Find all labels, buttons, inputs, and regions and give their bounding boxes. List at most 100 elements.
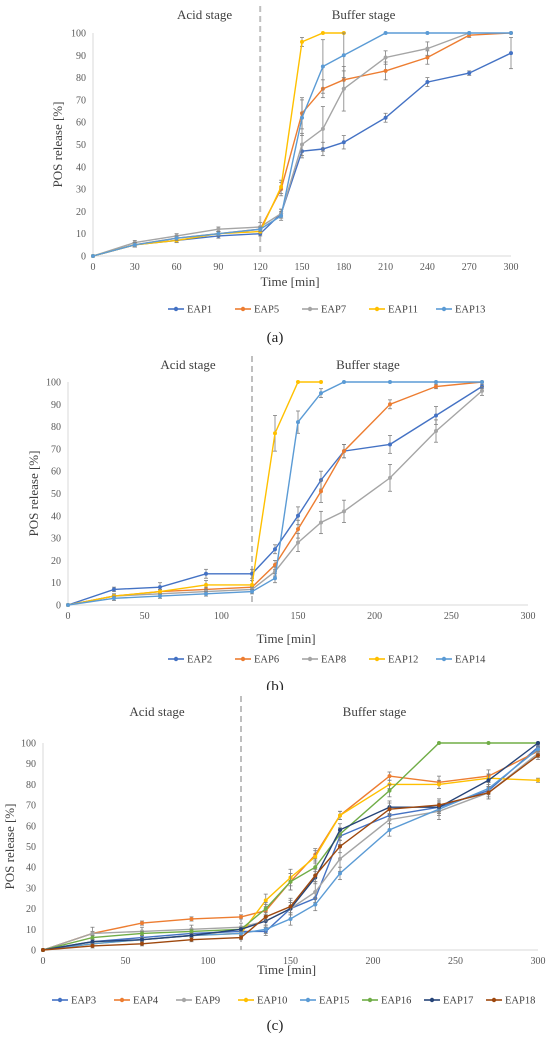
chart-b-x-tick-label: 50: [140, 611, 150, 622]
data-point: [486, 778, 491, 783]
data-point: [189, 937, 194, 942]
chart-a-series-eap11: [91, 31, 346, 258]
chart-b-legend-label: EAP6: [254, 655, 279, 666]
chart-c-y-tick-label: 60: [26, 821, 36, 832]
data-point: [437, 803, 441, 808]
chart-b-buffer-stage-label: Buffer stage: [336, 357, 400, 372]
chart-a-series-eap13: [91, 31, 513, 258]
chart-c-legend-label: EAP4: [133, 996, 159, 1007]
chart-b-legend-marker: [307, 656, 313, 662]
data-point: [112, 587, 116, 592]
chart-a-x-tick-label: 150: [295, 262, 310, 273]
data-point: [313, 873, 318, 878]
chart-a-y-tick-label: 90: [76, 51, 86, 62]
data-point: [41, 948, 45, 952]
data-point: [279, 213, 284, 218]
data-point: [140, 941, 144, 946]
chart-a-panel-label: (a): [267, 330, 284, 346]
chart-c-y-tick-label: 30: [26, 883, 36, 894]
data-point: [425, 31, 430, 35]
chart-a-legend-label: EAP5: [254, 305, 279, 316]
data-point: [486, 790, 491, 795]
data-point: [338, 856, 342, 861]
data-point: [319, 391, 323, 396]
chart-c-x-tick-label: 100: [201, 956, 216, 967]
chart-c-x-tick-label: 300: [531, 956, 546, 967]
data-point: [263, 914, 268, 919]
data-point: [320, 31, 325, 35]
chart-c-y-tick-label: 50: [26, 842, 36, 853]
chart-b-y-tick-label: 0: [56, 601, 61, 612]
data-point: [387, 827, 392, 832]
chart-a-y-tick-label: 50: [76, 140, 86, 151]
data-point: [509, 31, 513, 35]
chart-c-legend-label: EAP3: [71, 996, 96, 1007]
chart-c-y-tick-label: 80: [26, 780, 36, 791]
chart-c-legend-marker: [429, 997, 435, 1003]
data-point: [434, 380, 438, 384]
data-point: [536, 753, 540, 758]
chart-b-legend-label: EAP8: [321, 655, 346, 666]
data-point: [140, 921, 144, 926]
data-point: [296, 420, 300, 425]
chart-a-y-tick-label: 30: [76, 185, 86, 196]
chart-c-y-tick-label: 10: [26, 925, 36, 936]
data-point: [434, 429, 438, 434]
chart-c-y-tick-label: 40: [26, 863, 36, 874]
chart-c-svg: 0 10 20 30 40 50 60 70 80 90 100 0 50 100 150 200 250 300…: [2, 696, 546, 1034]
data-point: [341, 53, 346, 58]
chart-a-series-eap7: [91, 31, 472, 258]
chart-b-x-tick-label: 200: [367, 611, 382, 622]
chart-a-x-tick-label: 90: [213, 262, 223, 273]
chart-c-y-tick-label: 100: [21, 739, 36, 750]
chart-c-legend-label: EAP18: [505, 996, 535, 1007]
chart-panel-a: 0 10 20 30 40 50 60 70 80 90 100 0 30 60 90 120 150 180 21…: [0, 0, 550, 350]
chart-b-panel-label: (b): [266, 679, 284, 690]
data-point: [480, 388, 484, 393]
data-point: [319, 380, 323, 384]
chart-a-y-tick-label: 70: [76, 95, 86, 106]
series-line: [92, 32, 470, 257]
data-point: [258, 227, 263, 232]
data-point: [342, 380, 346, 384]
data-point: [140, 931, 144, 936]
chart-c-legend-marker: [491, 997, 497, 1003]
chart-b-x-tick-label: 250: [444, 611, 459, 622]
data-point: [300, 142, 304, 147]
data-point: [313, 890, 318, 895]
data-point: [91, 254, 95, 258]
series-line: [67, 385, 483, 606]
chart-c-x-tick-label: 150: [283, 956, 298, 967]
data-point: [204, 582, 208, 587]
chart-b-x-tick-label: 150: [291, 611, 306, 622]
data-point: [288, 916, 293, 921]
data-point: [509, 51, 513, 56]
chart-a-y-axis-title: POS release [%]: [50, 102, 65, 188]
data-point: [388, 380, 392, 384]
data-point: [383, 115, 388, 120]
chart-panel-b: 0 10 20 30 40 50 60 70 80 90 100 0 50 100 150 200 250 300…: [0, 350, 550, 690]
data-point: [338, 813, 342, 818]
data-point: [296, 380, 300, 384]
chart-c-x-tick-label: 0: [41, 956, 46, 967]
data-point: [319, 489, 323, 494]
chart-a-x-tick-label: 240: [420, 262, 435, 273]
chart-b-y-axis-title: POS release [%]: [26, 451, 41, 537]
data-point: [383, 68, 388, 73]
data-point: [338, 844, 342, 849]
series-line: [67, 381, 321, 606]
chart-a-y-tick-label: 60: [76, 118, 86, 129]
data-point: [132, 242, 137, 247]
chart-a-legend-label: EAP1: [187, 305, 212, 316]
data-point: [140, 937, 144, 942]
chart-a-legend-marker: [374, 306, 380, 312]
data-point: [437, 741, 441, 745]
data-point: [434, 384, 438, 389]
chart-c-y-axis-title: POS release [%]: [2, 804, 17, 890]
data-point: [319, 520, 323, 525]
data-point: [296, 527, 300, 532]
chart-c-legend-marker: [367, 997, 373, 1003]
chart-a-x-tick-label: 120: [253, 262, 268, 273]
data-point: [189, 929, 194, 934]
chart-c-y-tick-label: 20: [26, 904, 36, 915]
